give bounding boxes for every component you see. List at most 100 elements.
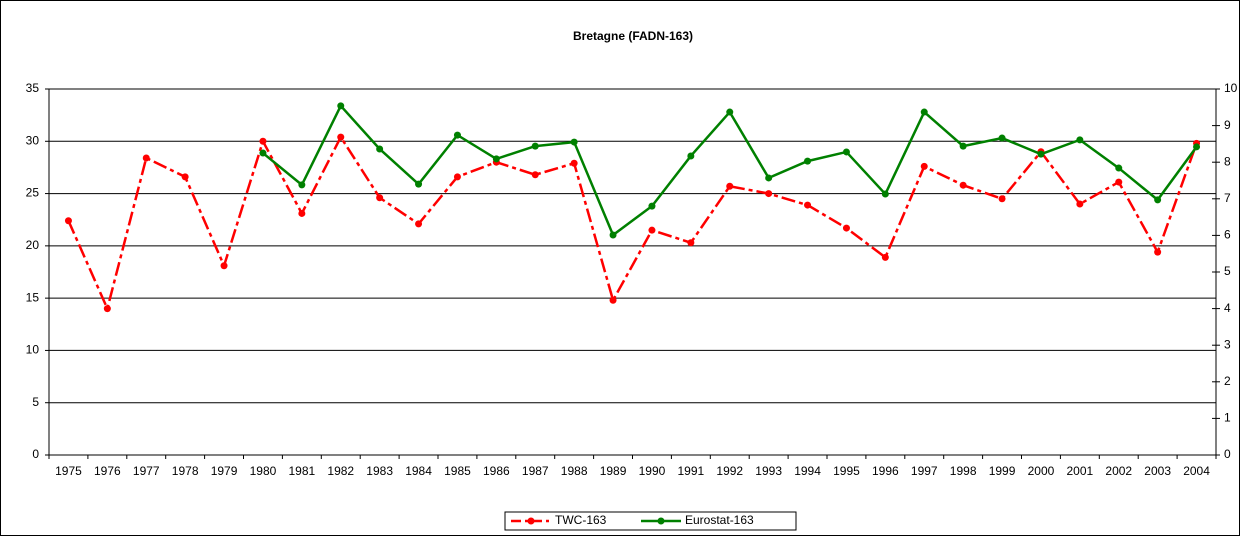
y2-tick-label: 4: [1224, 301, 1231, 315]
x-tick-label: 1988: [561, 464, 588, 478]
x-tick-label: 2000: [1028, 464, 1055, 478]
series-marker: [1154, 196, 1162, 204]
series-line: [67, 134, 1198, 313]
series-marker: [415, 220, 423, 228]
x-tick-label: 1979: [211, 464, 238, 478]
x-tick-label: 1996: [872, 464, 899, 478]
series-marker: [64, 217, 72, 225]
series-marker: [687, 152, 695, 160]
x-tick-label: 1984: [405, 464, 432, 478]
series-marker: [415, 180, 423, 188]
x-tick-label: 1981: [288, 464, 315, 478]
y-tick-label: 20: [26, 238, 40, 252]
x-tick-label: 1978: [172, 464, 199, 478]
series-marker: [1154, 248, 1162, 256]
legend-marker: [657, 517, 665, 525]
series-marker: [531, 171, 539, 179]
series-marker: [920, 108, 928, 116]
x-tick-label: 1976: [94, 464, 121, 478]
series-marker: [570, 159, 578, 167]
legend-label: Eurostat-163: [685, 513, 754, 527]
x-tick-label: 1975: [55, 464, 82, 478]
y2-tick-label: 8: [1224, 154, 1231, 168]
series-marker: [648, 202, 656, 210]
y2-tick-label: 10: [1224, 81, 1238, 95]
series-marker: [687, 239, 695, 247]
series-marker: [959, 181, 967, 189]
series-marker: [881, 190, 889, 198]
x-tick-label: 1986: [483, 464, 510, 478]
y2-tick-label: 7: [1224, 191, 1231, 205]
series-marker: [804, 157, 812, 165]
series-marker: [726, 108, 734, 116]
series-marker: [453, 131, 461, 139]
x-tick-label: 1989: [600, 464, 627, 478]
x-tick-label: 1990: [639, 464, 666, 478]
y-tick-label: 15: [26, 290, 40, 304]
x-tick-label: 1992: [716, 464, 743, 478]
series-marker: [765, 174, 773, 182]
y2-tick-label: 6: [1224, 228, 1231, 242]
y-tick-label: 0: [32, 447, 39, 461]
chart-title: Bretagne (FADN-163): [573, 29, 693, 43]
series-marker: [726, 182, 734, 190]
series-marker: [259, 149, 267, 157]
series-marker: [842, 148, 850, 156]
x-tick-label: 1983: [366, 464, 393, 478]
series-marker: [998, 134, 1006, 142]
series-marker: [1037, 150, 1045, 158]
y2-tick-label: 9: [1224, 118, 1231, 132]
x-tick-label: 1985: [444, 464, 471, 478]
series-marker: [609, 231, 617, 239]
y-tick-label: 10: [26, 343, 40, 357]
x-tick-label: 1997: [911, 464, 938, 478]
series-marker: [376, 194, 384, 202]
x-tick-label: 2003: [1144, 464, 1171, 478]
x-tick-label: 1993: [755, 464, 782, 478]
y-tick-label: 5: [32, 395, 39, 409]
x-tick-label: 1987: [522, 464, 549, 478]
x-tick-label: 1980: [250, 464, 277, 478]
series-marker: [920, 162, 928, 170]
y2-tick-label: 1: [1224, 411, 1231, 425]
x-tick-label: 1982: [327, 464, 354, 478]
series-marker: [1076, 200, 1084, 208]
series-marker: [337, 102, 345, 110]
series-marker: [103, 305, 111, 313]
y-tick-label: 30: [26, 133, 40, 147]
series-marker: [1076, 136, 1084, 144]
series-marker: [842, 224, 850, 232]
y2-tick-label: 3: [1224, 337, 1231, 351]
x-tick-label: 2001: [1066, 464, 1093, 478]
y2-tick-label: 0: [1224, 447, 1231, 461]
x-tick-label: 2002: [1105, 464, 1132, 478]
x-tick-label: 1991: [677, 464, 704, 478]
x-tick-label: 1994: [794, 464, 821, 478]
series-marker: [376, 145, 384, 153]
legend-label: TWC-163: [555, 513, 607, 527]
x-tick-label: 1999: [989, 464, 1016, 478]
x-tick-label: 1977: [133, 464, 160, 478]
series-marker: [1115, 178, 1123, 186]
series-marker: [570, 138, 578, 146]
series-marker: [998, 195, 1006, 203]
legend-marker: [527, 517, 535, 525]
series-marker: [337, 133, 345, 141]
y-tick-label: 25: [26, 186, 40, 200]
series-marker: [959, 142, 967, 150]
series-marker: [453, 173, 461, 181]
series-marker: [609, 296, 617, 304]
x-tick-label: 1998: [950, 464, 977, 478]
x-tick-label: 2004: [1183, 464, 1210, 478]
series-marker: [142, 154, 150, 162]
series-marker: [1193, 143, 1201, 151]
y2-tick-label: 5: [1224, 264, 1231, 278]
series-marker: [259, 137, 267, 145]
series-marker: [1115, 164, 1123, 172]
series-marker: [531, 142, 539, 150]
series-marker: [181, 173, 189, 181]
series-marker: [881, 253, 889, 261]
y2-tick-label: 2: [1224, 374, 1231, 388]
